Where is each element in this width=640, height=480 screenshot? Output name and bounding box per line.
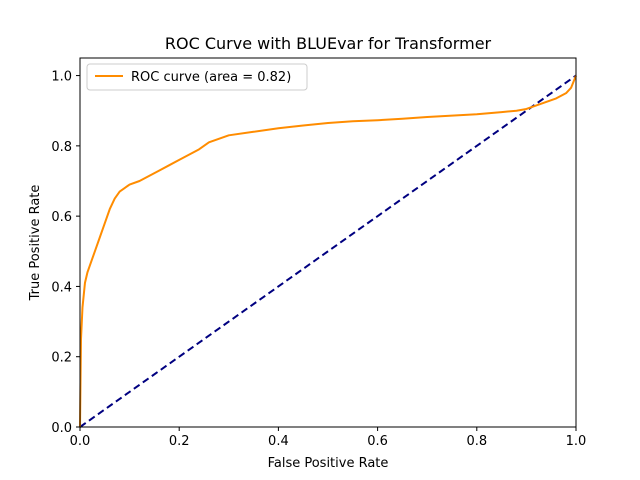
x-axis-label: False Positive Rate [268,456,389,471]
y-tick-label: 0.0 [51,421,72,436]
x-tick-label: 0.2 [169,434,190,449]
y-axis-label: True Positive Rate [28,185,43,302]
plot-area: 0.0 0.2 0.4 0.6 0.8 1.0 0.0 0.2 0.4 0.6 0.8 1.0 [51,57,587,449]
x-axis-ticks: 0.0 0.2 0.4 0.6 0.8 1.0 [70,427,587,449]
legend-box [86,63,308,91]
x-tick-label: 1.0 [566,434,587,449]
y-tick-label: 0.6 [51,210,72,225]
y-tick-label: 0.2 [51,351,72,366]
legend: ROC curve (area = 0.82) [86,63,308,91]
chart-title: ROC Curve with BLUEvar for Transformer [165,34,492,53]
y-axis-ticks: 0.0 0.2 0.4 0.6 0.8 1.0 [51,70,80,436]
x-tick-label: 0.8 [466,434,487,449]
y-tick-label: 0.4 [51,280,72,295]
x-tick-label: 0.4 [268,434,289,449]
x-tick-label: 0.0 [70,434,91,449]
series-layer [79,74,577,428]
x-tick-label: 0.6 [367,434,388,449]
chance-diagonal-line [79,74,577,428]
y-tick-label: 0.8 [51,140,72,155]
legend-label-roc: ROC curve (area = 0.82) [131,70,291,85]
y-tick-label: 1.0 [51,70,72,85]
roc-curve-line [79,75,577,428]
plot-frame [79,57,577,428]
